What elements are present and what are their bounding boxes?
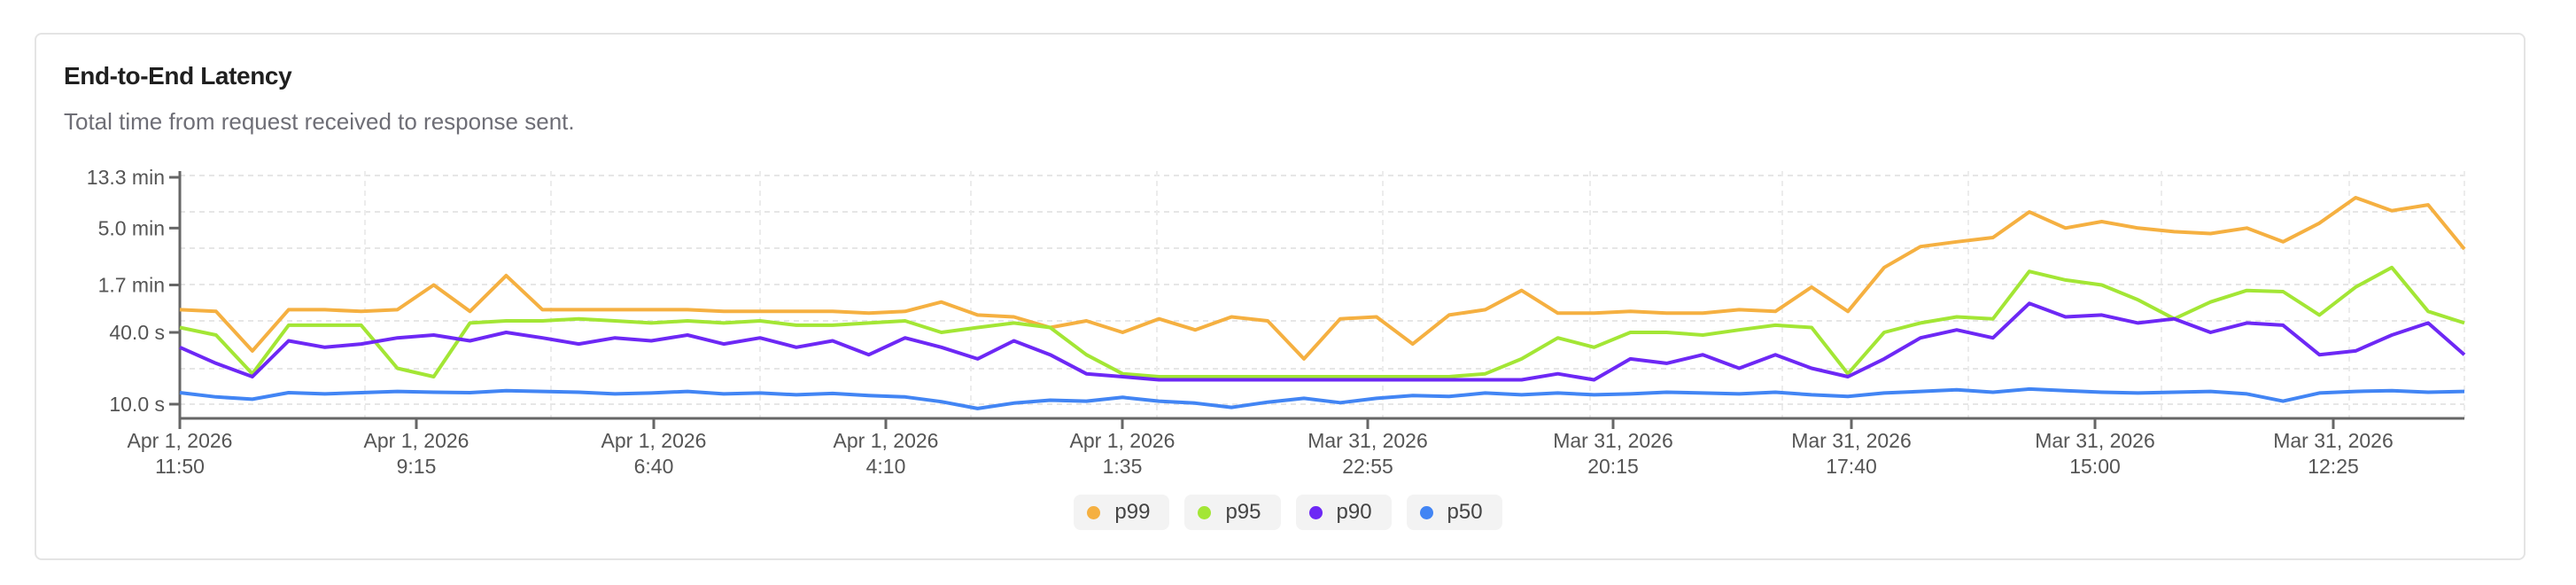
- x-tick-time: 1:35: [1103, 455, 1143, 478]
- x-tick-date: Mar 31, 2026: [2273, 429, 2394, 452]
- card-subtitle: Total time from request received to resp…: [64, 108, 575, 135]
- y-tick-label: 1.7 min: [98, 274, 165, 297]
- x-tick-date: Mar 31, 2026: [1307, 429, 1428, 452]
- x-tick-date: Mar 31, 2026: [1553, 429, 1673, 452]
- x-tick-date: Apr 1, 2026: [1070, 429, 1175, 452]
- x-tick-date: Apr 1, 2026: [128, 429, 233, 452]
- x-tick-date: Apr 1, 2026: [834, 429, 939, 452]
- x-tick-time: 6:40: [634, 455, 674, 478]
- series-line-p90[interactable]: [179, 301, 2466, 382]
- x-tick-time: 15:00: [2069, 455, 2121, 478]
- series-line-p95[interactable]: [179, 265, 2465, 378]
- x-tick-time: 22:55: [1342, 455, 1393, 478]
- y-tick-label: 40.0 s: [109, 321, 165, 344]
- x-axis: Apr 1, 2026 11:50 Apr 1, 2026 9:15 Apr 1, 20…: [128, 417, 2464, 478]
- y-axis: 13.3 min 5.0 min 1.7 min 40.0 s 10.0 s: [87, 166, 182, 418]
- y-tick-label: 5.0 min: [98, 216, 165, 239]
- legend-dot-icon: [1308, 505, 1323, 519]
- legend-label: p95: [1225, 500, 1261, 524]
- x-tick-time: 11:50: [155, 455, 205, 478]
- legend-item-p99[interactable]: p99: [1074, 495, 1170, 530]
- series-line-p99[interactable]: [179, 196, 2466, 361]
- series-line-p50[interactable]: [179, 386, 2465, 410]
- legend-item-p95[interactable]: p95: [1184, 495, 1281, 530]
- x-tick-time: 9:15: [397, 455, 437, 478]
- x-tick-date: Apr 1, 2026: [364, 429, 469, 452]
- legend-dot-icon: [1419, 505, 1433, 519]
- x-tick-date: Mar 31, 2026: [2035, 429, 2155, 452]
- grid-lines: [180, 171, 2465, 418]
- x-tick-date: Mar 31, 2026: [1791, 429, 1912, 452]
- legend-label: p90: [1336, 500, 1372, 524]
- card-title: End-to-End Latency: [64, 62, 292, 90]
- series-lines[interactable]: [179, 196, 2466, 410]
- legend-dot-icon: [1198, 505, 1212, 519]
- chart-legend: p99 p95 p90 p50: [0, 495, 2576, 530]
- y-tick-label: 13.3 min: [87, 166, 165, 189]
- legend-label: p99: [1114, 500, 1151, 524]
- legend-dot-icon: [1087, 505, 1101, 519]
- x-tick-time: 20:15: [1587, 455, 1639, 478]
- x-tick-time: 17:40: [1826, 455, 1877, 478]
- x-tick-date: Apr 1, 2026: [601, 429, 707, 452]
- legend-item-p90[interactable]: p90: [1295, 495, 1392, 530]
- y-tick-label: 10.0 s: [109, 393, 165, 416]
- legend-label: p50: [1447, 500, 1483, 524]
- x-tick-time: 12:25: [2308, 455, 2359, 478]
- x-tick-time: 4:10: [866, 455, 906, 478]
- legend-item-p50[interactable]: p50: [1406, 495, 1502, 530]
